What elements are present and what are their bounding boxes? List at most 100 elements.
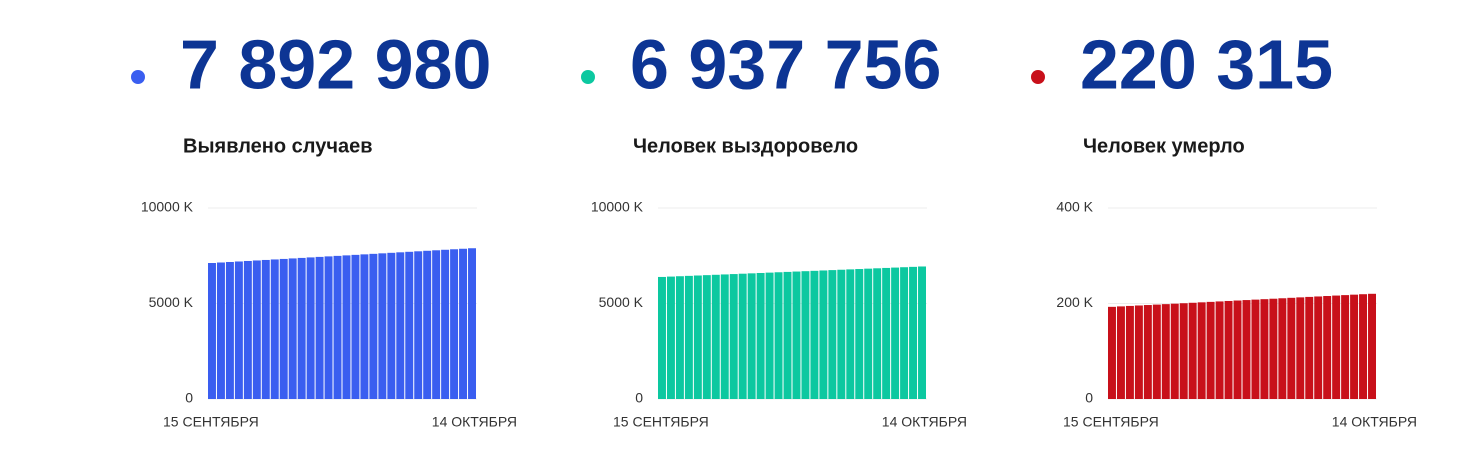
bar — [729, 274, 738, 399]
bar — [666, 276, 675, 399]
bar — [837, 269, 846, 399]
bar — [333, 255, 342, 399]
bar — [1350, 294, 1359, 399]
bar — [765, 272, 774, 399]
bar — [1251, 299, 1260, 399]
bar — [468, 248, 476, 399]
bar — [810, 270, 819, 399]
bar — [774, 272, 783, 399]
bar — [756, 272, 765, 399]
bar — [864, 268, 873, 399]
legend-dot — [581, 70, 595, 84]
bar — [306, 257, 315, 399]
chart-title: Человек выздоровело — [633, 135, 858, 157]
y-tick-label: 0 — [185, 390, 193, 406]
bar — [891, 267, 900, 399]
bar — [1305, 296, 1314, 399]
y-tick-label: 5000 K — [599, 294, 644, 310]
bar — [675, 276, 684, 399]
bar — [900, 267, 909, 399]
headline-number: 6 937 756 — [630, 25, 941, 103]
x-tick-label: 15 СЕНТЯБРЯ — [613, 414, 709, 430]
bar — [1368, 293, 1376, 399]
bar — [1134, 305, 1143, 399]
bar — [369, 253, 378, 399]
bar — [1116, 306, 1125, 399]
bar — [1206, 301, 1215, 399]
bar — [387, 252, 396, 399]
bar — [288, 258, 297, 399]
bar — [360, 254, 369, 399]
bar — [1197, 302, 1206, 399]
bar — [873, 268, 882, 399]
bar — [315, 256, 324, 399]
bar — [1170, 303, 1179, 399]
bar — [1278, 298, 1287, 399]
bar — [747, 273, 756, 399]
bar — [1314, 296, 1323, 399]
bar — [459, 248, 468, 399]
bar — [658, 276, 666, 399]
headline-number: 7 892 980 — [180, 25, 491, 103]
bar — [1215, 301, 1224, 399]
bar — [684, 275, 693, 399]
bar — [396, 252, 405, 399]
bar — [909, 266, 918, 399]
bar — [1332, 295, 1341, 399]
bar — [1323, 296, 1332, 399]
legend-dot — [131, 70, 145, 84]
bar — [720, 274, 729, 399]
bar — [702, 275, 711, 399]
bar — [234, 261, 243, 399]
bar — [918, 266, 926, 399]
bar — [297, 257, 306, 399]
y-tick-label: 0 — [1085, 390, 1093, 406]
bar — [441, 249, 450, 399]
bar — [1152, 304, 1161, 399]
bar — [450, 249, 459, 399]
y-tick-label: 200 K — [1056, 294, 1093, 310]
bar — [1287, 297, 1296, 399]
y-tick-label: 5000 K — [149, 294, 194, 310]
bar — [432, 250, 441, 399]
bar — [1341, 295, 1350, 399]
x-tick-label: 15 СЕНТЯБРЯ — [163, 414, 259, 430]
headline-number: 220 315 — [1080, 25, 1333, 103]
bar — [801, 271, 810, 399]
bar — [1108, 306, 1116, 399]
bar — [846, 269, 855, 399]
bar — [405, 251, 414, 399]
bar — [783, 271, 792, 399]
chart-title: Выявлено случаев — [183, 135, 372, 157]
y-tick-label: 0 — [635, 390, 643, 406]
bar — [351, 254, 360, 399]
bar — [711, 274, 720, 399]
x-tick-label: 14 ОКТЯБРЯ — [1332, 414, 1417, 430]
bar — [1188, 302, 1197, 399]
bar — [243, 260, 252, 399]
bar — [225, 261, 234, 399]
bar — [693, 275, 702, 399]
bar — [1269, 298, 1278, 399]
bar — [279, 258, 288, 399]
bar — [270, 259, 279, 399]
x-tick-label: 14 ОКТЯБРЯ — [432, 414, 517, 430]
bar — [208, 263, 216, 399]
bar — [1296, 297, 1305, 399]
legend-dot — [1031, 70, 1045, 84]
y-tick-label: 400 K — [1056, 199, 1093, 215]
chart-title: Человек умерло — [1083, 135, 1245, 157]
bar — [423, 250, 432, 399]
bar — [1233, 300, 1242, 399]
y-tick-label: 10000 K — [591, 199, 644, 215]
bar — [216, 262, 225, 399]
bar — [828, 270, 837, 399]
bar — [882, 267, 891, 399]
bar — [324, 256, 333, 399]
bar — [252, 260, 261, 399]
y-tick-label: 10000 K — [141, 199, 194, 215]
x-tick-label: 14 ОКТЯБРЯ — [882, 414, 967, 430]
bar — [1260, 299, 1269, 399]
bar — [378, 253, 387, 399]
